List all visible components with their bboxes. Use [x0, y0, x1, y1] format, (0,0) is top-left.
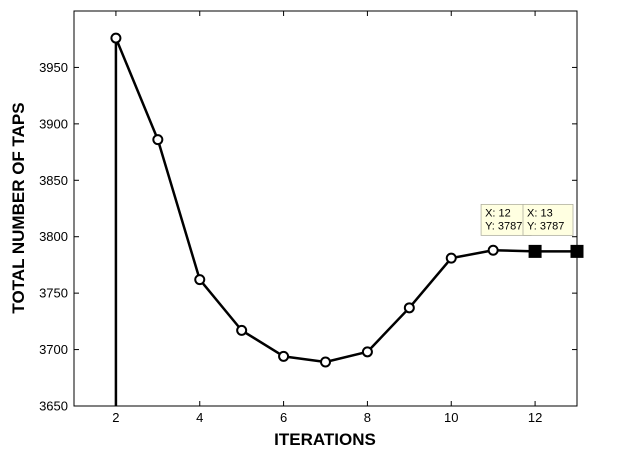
datatip-x-text: X: 12 — [485, 207, 511, 219]
datatip-box — [522, 203, 574, 236]
data-point — [445, 252, 457, 264]
datatip[interactable]: X: 13Y: 3787 — [522, 203, 574, 236]
x-tick-label: 6 — [280, 410, 287, 425]
x-tick-label: 2 — [112, 410, 119, 425]
data-point — [110, 32, 122, 44]
data-point — [236, 324, 248, 336]
datatip-y-text: Y: 3787 — [485, 220, 522, 232]
x-tick-label: 10 — [444, 410, 458, 425]
datatip-x-text: X: 13 — [527, 207, 553, 219]
y-axis-title: TOTAL NUMBER OF TAPS — [9, 102, 28, 313]
tick-labels-layer: 2 4 6 8 10 12 3650 3700 3750 3800 3850 3900 3950 — [39, 60, 542, 425]
data-point — [403, 302, 415, 314]
data-point — [361, 346, 373, 358]
y-tick-label: 3750 — [39, 286, 68, 301]
y-tick-label: 3800 — [39, 229, 68, 244]
y-tick-label: 3850 — [39, 173, 68, 188]
datatip-y-text: Y: 3787 — [527, 220, 564, 232]
y-tick-label: 3650 — [39, 399, 68, 414]
data-point — [152, 134, 164, 146]
y-tick-label: 3700 — [39, 342, 68, 357]
data-point — [487, 244, 499, 256]
y-tick-label: 3900 — [39, 116, 68, 131]
datatip-marker[interactable] — [528, 244, 542, 258]
datatip-marker[interactable] — [570, 244, 584, 258]
x-tick-label: 4 — [196, 410, 203, 425]
x-axis-title: ITERATIONS — [274, 430, 376, 449]
y-tick-label: 3950 — [39, 60, 68, 75]
data-point — [320, 356, 331, 368]
data-point — [278, 350, 290, 362]
x-tick-label: 12 — [528, 410, 542, 425]
data-point — [194, 274, 206, 286]
markers-layer — [110, 32, 584, 368]
x-tick-label: 8 — [364, 410, 371, 425]
